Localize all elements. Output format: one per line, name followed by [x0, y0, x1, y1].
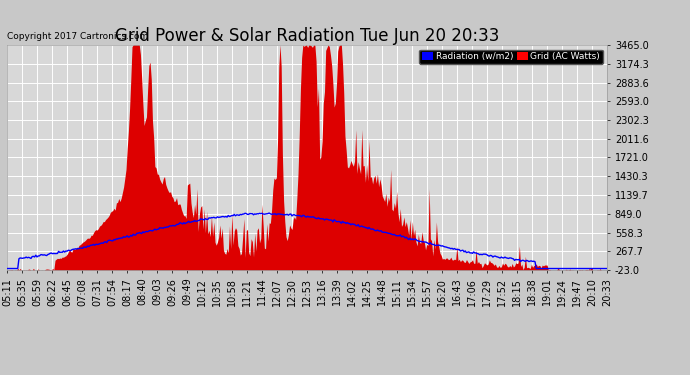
Title: Grid Power & Solar Radiation Tue Jun 20 20:33: Grid Power & Solar Radiation Tue Jun 20 …: [115, 27, 500, 45]
Legend: Radiation (w/m2), Grid (AC Watts): Radiation (w/m2), Grid (AC Watts): [420, 50, 602, 64]
Text: Copyright 2017 Cartronics.com: Copyright 2017 Cartronics.com: [7, 32, 148, 41]
